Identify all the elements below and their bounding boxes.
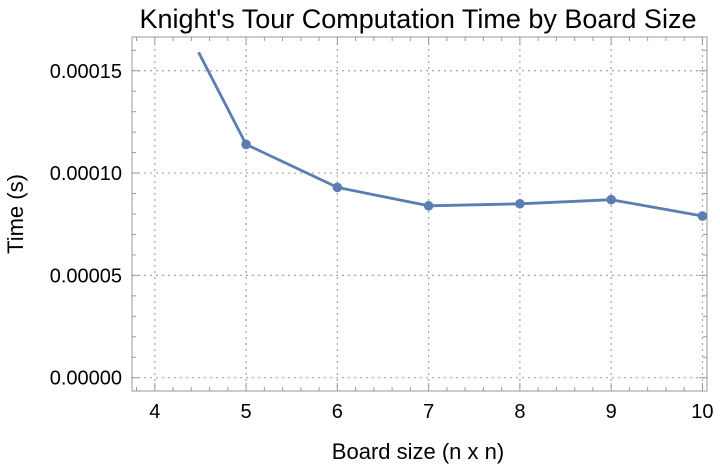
y-axis-label: Time (s) bbox=[3, 174, 28, 254]
data-point bbox=[332, 182, 343, 193]
chart-title: Knight's Tour Computation Time by Board … bbox=[140, 4, 697, 34]
data-point bbox=[515, 198, 525, 209]
x-tick-label: 8 bbox=[514, 401, 525, 423]
x-tick-label: 5 bbox=[241, 401, 252, 423]
data-point bbox=[697, 211, 708, 221]
y-tick-label: 0.00000 bbox=[50, 368, 122, 390]
y-tick-labels: 0.00000 0.00005 0.00010 0.00015 bbox=[50, 61, 122, 390]
x-tick-labels: 4 5 6 7 8 9 10 bbox=[149, 401, 713, 423]
y-tick-label: 0.00010 bbox=[50, 163, 122, 185]
data-point bbox=[606, 194, 616, 205]
x-tick-label: 9 bbox=[606, 401, 617, 423]
x-axis-label: Board size (n x n) bbox=[332, 439, 504, 464]
grid-lines bbox=[132, 37, 707, 391]
data-point bbox=[241, 139, 251, 150]
x-tick-label: 10 bbox=[691, 401, 713, 423]
x-tick-label: 4 bbox=[149, 401, 160, 423]
x-tick-label: 6 bbox=[332, 401, 343, 423]
series-group bbox=[197, 51, 708, 221]
x-tick-label: 7 bbox=[423, 401, 434, 423]
axis-ticks bbox=[132, 37, 707, 391]
y-tick-label: 0.00015 bbox=[50, 61, 122, 83]
series-line bbox=[197, 51, 703, 218]
y-tick-label: 0.00005 bbox=[50, 265, 122, 287]
data-point bbox=[423, 201, 434, 211]
